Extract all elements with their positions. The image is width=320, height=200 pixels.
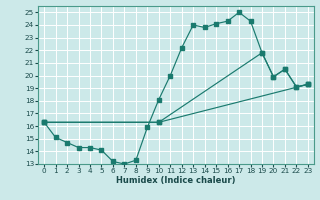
X-axis label: Humidex (Indice chaleur): Humidex (Indice chaleur) [116,176,236,185]
